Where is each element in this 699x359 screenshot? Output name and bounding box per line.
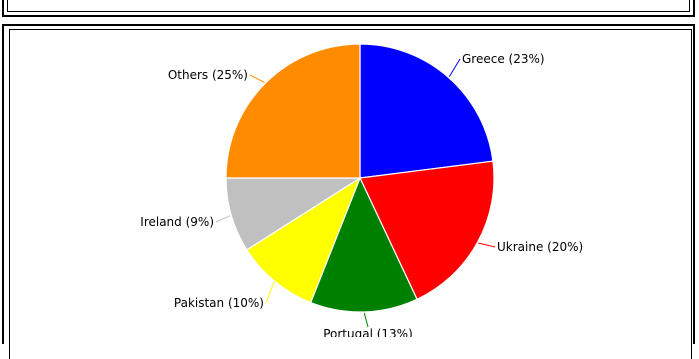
pie-slice <box>309 176 418 313</box>
pie-leader-line <box>478 242 496 248</box>
top-panel-inner-border <box>7 0 690 12</box>
pie-slice-label: Pakistan (10%) <box>174 296 264 310</box>
pie-leader-line <box>363 312 369 328</box>
pie-slice-label: Greece (23%) <box>462 52 545 66</box>
pie-chart: Greece (23%) Ukraine (20%) Portugal (13%) P… <box>140 43 583 337</box>
pie-slice-label: Ireland (9%) <box>140 215 214 229</box>
pie-slice-label: Portugal (13%) <box>323 327 413 337</box>
chart-panel-inner-border <box>9 29 692 359</box>
pie-slice <box>359 43 494 179</box>
pie-slice <box>225 43 361 179</box>
pie-slice-label: Others (25%) <box>168 68 248 82</box>
top-panel-frame <box>0 0 699 21</box>
pie-slice-label: Ukraine (20%) <box>497 240 583 254</box>
pie-leader-line <box>249 74 265 83</box>
pie-leader-line <box>265 281 275 304</box>
pie-leader-line <box>215 215 231 223</box>
pie-slice <box>246 176 362 304</box>
pie-slice <box>359 160 495 301</box>
pie-leader-line <box>448 58 461 77</box>
